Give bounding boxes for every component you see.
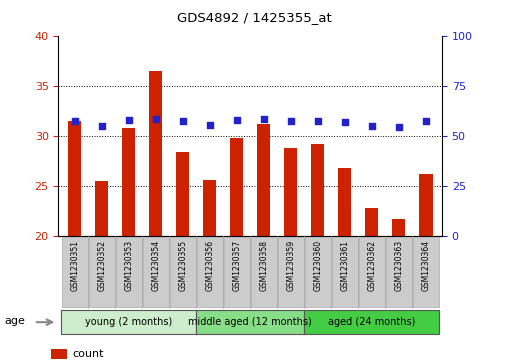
Text: GSM1230364: GSM1230364 xyxy=(421,240,430,291)
Bar xyxy=(284,148,298,236)
FancyBboxPatch shape xyxy=(332,237,358,307)
FancyBboxPatch shape xyxy=(196,310,304,334)
Text: GDS4892 / 1425355_at: GDS4892 / 1425355_at xyxy=(177,11,331,24)
FancyBboxPatch shape xyxy=(386,237,411,307)
Bar xyxy=(176,152,189,236)
Text: middle aged (12 months): middle aged (12 months) xyxy=(188,317,312,327)
FancyBboxPatch shape xyxy=(413,237,439,307)
Bar xyxy=(257,124,270,236)
Bar xyxy=(149,71,163,236)
Point xyxy=(313,118,322,124)
FancyBboxPatch shape xyxy=(61,237,87,307)
Text: GSM1230352: GSM1230352 xyxy=(97,240,106,290)
Point xyxy=(179,118,187,124)
Point xyxy=(368,123,376,129)
Text: GSM1230359: GSM1230359 xyxy=(286,240,295,291)
Text: count: count xyxy=(73,349,104,359)
FancyBboxPatch shape xyxy=(143,237,169,307)
Text: GSM1230360: GSM1230360 xyxy=(313,240,322,291)
Point xyxy=(341,119,349,125)
Text: GSM1230363: GSM1230363 xyxy=(394,240,403,291)
Bar xyxy=(68,121,81,236)
Text: GSM1230358: GSM1230358 xyxy=(259,240,268,290)
Bar xyxy=(311,144,325,236)
Text: aged (24 months): aged (24 months) xyxy=(328,317,416,327)
FancyBboxPatch shape xyxy=(89,237,115,307)
Text: GSM1230356: GSM1230356 xyxy=(205,240,214,291)
FancyBboxPatch shape xyxy=(197,237,223,307)
Point xyxy=(98,123,106,129)
FancyBboxPatch shape xyxy=(170,237,196,307)
Bar xyxy=(338,168,352,236)
FancyBboxPatch shape xyxy=(305,237,331,307)
Text: GSM1230351: GSM1230351 xyxy=(70,240,79,290)
Point xyxy=(233,117,241,123)
Bar xyxy=(51,349,67,359)
Text: young (2 months): young (2 months) xyxy=(85,317,172,327)
Bar xyxy=(365,208,378,236)
Bar xyxy=(392,219,405,236)
Bar xyxy=(122,128,136,236)
FancyBboxPatch shape xyxy=(304,310,439,334)
FancyBboxPatch shape xyxy=(61,310,196,334)
Text: GSM1230357: GSM1230357 xyxy=(232,240,241,291)
Bar xyxy=(230,138,243,236)
FancyBboxPatch shape xyxy=(278,237,304,307)
Point xyxy=(260,116,268,122)
Text: GSM1230354: GSM1230354 xyxy=(151,240,160,291)
FancyBboxPatch shape xyxy=(224,237,249,307)
Point xyxy=(287,118,295,124)
Text: GSM1230361: GSM1230361 xyxy=(340,240,349,290)
Text: GSM1230362: GSM1230362 xyxy=(367,240,376,290)
Bar xyxy=(203,180,216,236)
FancyBboxPatch shape xyxy=(251,237,277,307)
Bar xyxy=(95,181,108,236)
Point xyxy=(395,124,403,130)
Point xyxy=(71,118,79,124)
Text: GSM1230353: GSM1230353 xyxy=(124,240,133,291)
Bar xyxy=(419,174,432,236)
Point xyxy=(422,118,430,124)
Text: GSM1230355: GSM1230355 xyxy=(178,240,187,291)
FancyBboxPatch shape xyxy=(116,237,142,307)
Point xyxy=(124,117,133,123)
FancyBboxPatch shape xyxy=(359,237,385,307)
Point xyxy=(206,122,214,128)
Point xyxy=(151,116,160,122)
Text: age: age xyxy=(5,316,25,326)
